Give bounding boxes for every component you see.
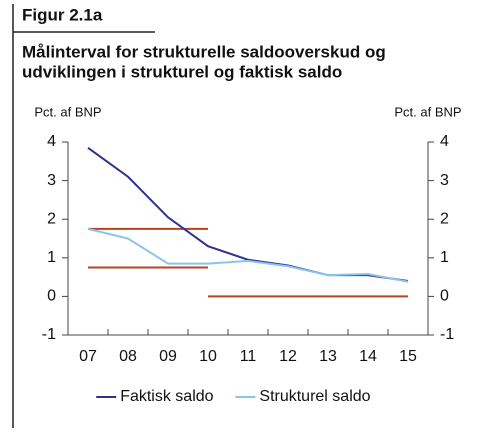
x-tick-label: 15 [399,348,417,365]
y-axis-label: Pct. af BNP [34,104,101,119]
x-tick-label: 08 [119,348,137,365]
chart-title: udviklingen i strukturel og faktisk sald… [22,62,342,81]
x-tick-label: 14 [359,348,377,365]
y2-tick-label: 3 [440,172,449,189]
y2-tick-label: 1 [440,249,449,266]
y2-tick-label: 0 [440,288,449,305]
series-line [87,227,409,283]
y-tick-label: 0 [47,288,56,305]
y-tick-label: 3 [47,172,56,189]
legend-label: Faktisk saldo [120,388,213,405]
y2-axis-label: Pct. af BNP [394,104,461,119]
legend-label: Strukturel saldo [259,388,370,405]
y-tick-label: 4 [47,133,56,150]
x-tick-label: 10 [199,348,217,365]
figure-label: Figur 2.1a [22,5,103,24]
y2-tick-label: -1 [440,326,454,343]
chart-title: Målinterval for strukturelle saldooversk… [22,42,386,61]
y2-tick-label: 2 [440,210,449,227]
y2-tick-label: 4 [440,133,449,150]
y-tick-label: 1 [47,249,56,266]
y-tick-label: -1 [42,326,56,343]
x-tick-label: 11 [240,348,257,365]
x-tick-label: 13 [319,348,337,365]
y-tick-label: 2 [47,210,56,227]
x-tick-label: 07 [79,348,97,365]
x-tick-label: 12 [279,348,297,365]
x-tick-label: 09 [159,348,177,365]
